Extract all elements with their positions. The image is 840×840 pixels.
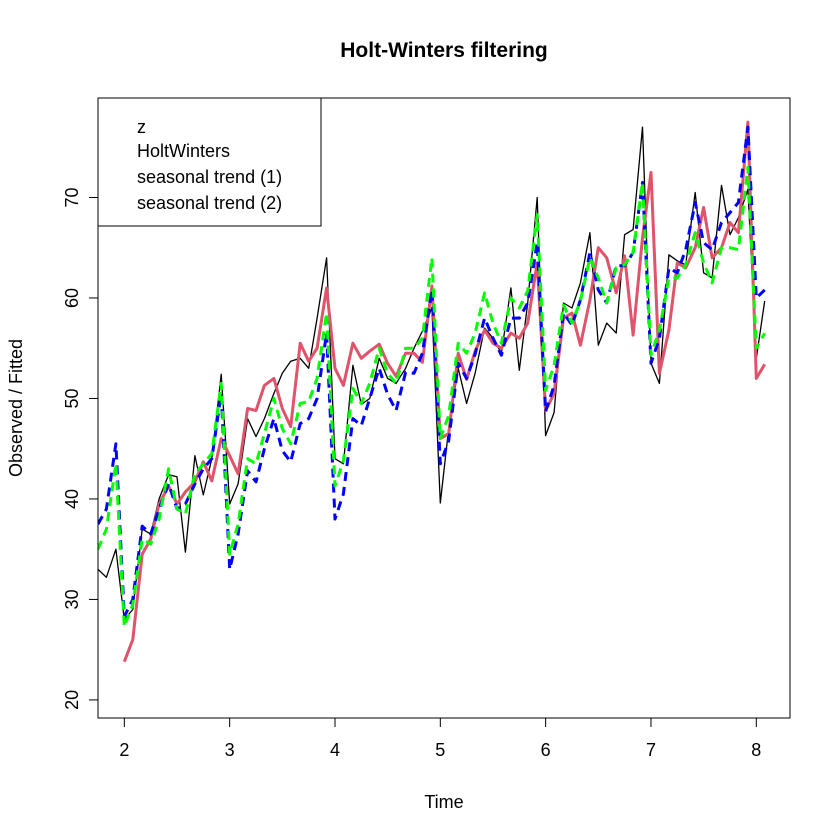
series-line-holtwinters [122,120,766,663]
y-tick-label: 30 [62,589,82,609]
x-tick-label: 8 [751,740,761,760]
series-layer [98,120,767,663]
legend-item-seasonal-trend-1: seasonal trend (1) [137,167,282,187]
y-tick-label: 60 [62,288,82,308]
legend-item-seasonal-trend-2: seasonal trend (2) [137,193,282,213]
x-tick-label: 6 [541,740,551,760]
legend: z HoltWinters seasonal trend (1) seasona… [97,97,322,227]
y-tick-label: 20 [62,690,82,710]
y-axis-label: Observed / Fitted [6,339,26,477]
chart-title: Holt-Winters filtering [340,39,547,62]
x-tick-label: 3 [225,740,235,760]
series-group [98,120,767,663]
legend-item-z: z [137,117,146,137]
x-tick-label: 7 [646,740,656,760]
x-tick-label: 5 [435,740,445,760]
x-tick-label: 4 [330,740,340,760]
legend-item-holtwinters: HoltWinters [137,141,230,161]
x-axis-label: Time [424,792,463,812]
y-tick-label: 40 [62,489,82,509]
legend-box [97,97,322,227]
series-line-seasonal-trend-2 [98,165,767,629]
series-line-seasonal-trend-1 [98,125,766,618]
x-tick-label: 2 [119,740,129,760]
plot-frame [97,97,791,719]
y-tick-label: 50 [62,388,82,408]
y-tick-label: 70 [62,187,82,207]
